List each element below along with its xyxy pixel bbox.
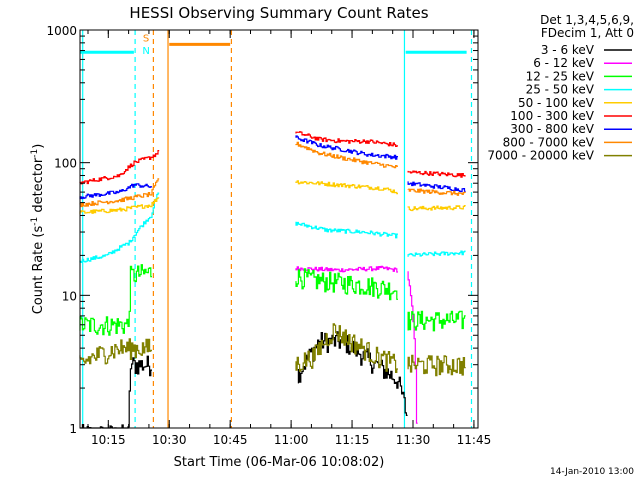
series-4-segment-0 — [79, 192, 160, 263]
series-8-segment-2 — [407, 188, 466, 196]
y-axis-label-end: ) — [31, 144, 46, 149]
legend-header-detectors: Det 1,3,4,5,6,9, — [540, 13, 634, 27]
legend-label-2: 6 - 12 keV — [533, 56, 595, 70]
legend: Det 1,3,4,5,6,9, FDecim 1, Att 0 3 - 6 k… — [487, 13, 634, 163]
flag-layer: SN — [80, 30, 473, 428]
series-5 — [79, 180, 466, 215]
legend-label-4: 25 - 50 keV — [526, 83, 595, 97]
series-2-segment-1 — [407, 271, 418, 424]
series-6-segment-1 — [295, 131, 398, 147]
series-3 — [79, 264, 466, 336]
x-tick-label-6: 11:45 — [457, 433, 492, 447]
legend-label-1: 3 - 6 keV — [541, 43, 595, 57]
y-axis-label-sup1: -1 — [30, 217, 40, 226]
legend-label-7: 300 - 800 keV — [510, 122, 594, 136]
footer-timestamp: 14-Jan-2010 13:00 — [550, 467, 634, 477]
legend-label-6: 100 - 300 keV — [510, 109, 594, 123]
series-7-segment-2 — [407, 181, 466, 193]
series-7-segment-1 — [295, 135, 398, 160]
plot-frame — [79, 29, 479, 429]
series-5-segment-0 — [79, 197, 160, 215]
y-axis-label-mid: detector — [31, 157, 46, 217]
series-3-segment-1 — [295, 268, 398, 301]
series-7 — [79, 135, 466, 200]
x-tick-label-0: 10:15 — [91, 433, 126, 447]
legend-label-8: 800 - 7000 keV — [503, 135, 595, 149]
x-tick-label-5: 11:30 — [396, 433, 431, 447]
series-6-segment-2 — [407, 170, 466, 178]
series-4 — [79, 192, 466, 263]
series-9 — [79, 323, 466, 377]
x-tick-label-2: 10:45 — [213, 433, 248, 447]
flag-letter-s: S — [143, 33, 149, 44]
series-9-segment-2 — [407, 354, 466, 377]
flag-letter-n: N — [142, 46, 149, 57]
series-8-segment-1 — [295, 141, 398, 169]
y-tick-label-3: 1000 — [46, 24, 77, 38]
legend-header-decimation: FDecim 1, Att 0 — [541, 26, 634, 40]
series-5-segment-2 — [407, 205, 466, 212]
legend-label-5: 50 - 100 keV — [518, 96, 595, 110]
series-4-segment-1 — [295, 221, 398, 239]
y-tick-label-1: 10 — [62, 289, 77, 303]
series-9-segment-0 — [79, 338, 152, 365]
y-axis-label-main: Count Rate (s — [31, 226, 46, 315]
series-6-segment-0 — [79, 150, 160, 185]
y-axis-label: Count Rate (s-1 detector-1) — [30, 144, 46, 315]
series-6 — [79, 131, 466, 185]
series-3-segment-0 — [79, 264, 152, 336]
chart-title: HESSI Observing Summary Count Rates — [129, 4, 428, 22]
x-axis-label: Start Time (06-Mar-06 10:08:02) — [174, 455, 385, 470]
legend-label-9: 7000 - 20000 keV — [487, 149, 594, 163]
legend-label-3: 12 - 25 keV — [526, 69, 595, 83]
series-5-segment-1 — [295, 180, 398, 195]
x-tick-label-3: 11:00 — [274, 433, 309, 447]
series-layer — [79, 131, 466, 429]
series-9-segment-1 — [295, 323, 398, 373]
series-2-segment-0 — [295, 265, 398, 273]
series-7-segment-0 — [79, 183, 152, 200]
x-tick-label-1: 10:30 — [152, 433, 187, 447]
series-4-segment-2 — [407, 250, 466, 257]
y-tick-label-2: 100 — [54, 157, 77, 171]
x-tick-label-4: 11:15 — [335, 433, 370, 447]
y-axis-label-sup2: -1 — [30, 149, 40, 158]
series-8-segment-0 — [79, 178, 160, 208]
tick-layer: 10:15 10:30 10:45 11:00 11:15 11:30 11:45 1 10 10… — [46, 24, 491, 447]
series-8 — [79, 141, 466, 208]
series-3-segment-2 — [407, 310, 466, 332]
series-1-segment-0 — [80, 355, 152, 429]
y-tick-label-0: 1 — [69, 422, 77, 436]
